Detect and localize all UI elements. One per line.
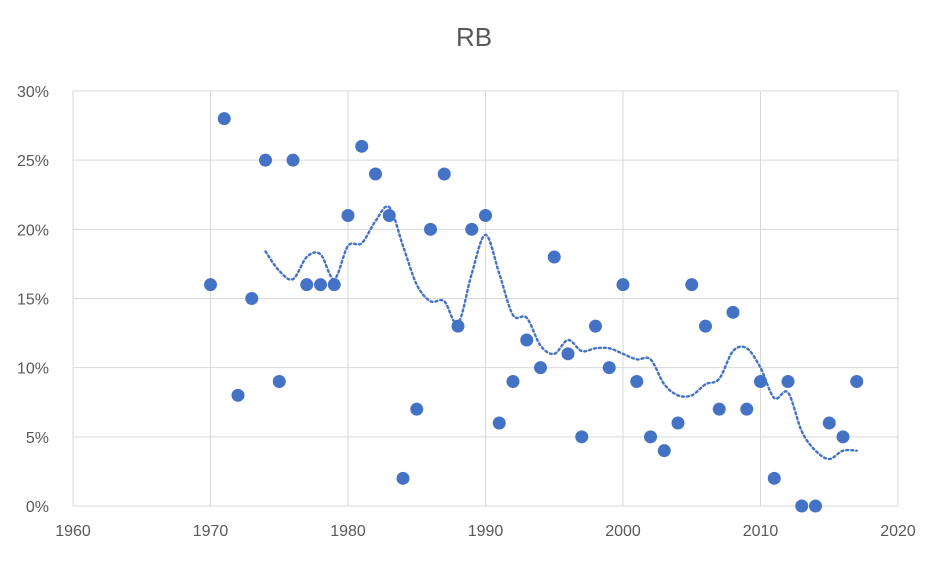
data-point — [217, 112, 231, 126]
x-axis-ticks: 1960 1970 1980 1990 2000 2010 2020 — [55, 523, 916, 540]
gridlines — [72, 90, 899, 507]
data-point — [657, 444, 671, 458]
data-point — [520, 333, 534, 347]
data-point — [836, 430, 850, 444]
y-tick-label: 30% — [17, 84, 49, 101]
data-point — [396, 471, 410, 485]
data-point — [699, 319, 712, 333]
data-point — [245, 292, 259, 305]
x-tick-label: 2000 — [605, 523, 641, 540]
data-point — [561, 347, 575, 361]
x-tick-label: 1990 — [468, 523, 504, 540]
chart-title: RB — [456, 22, 492, 52]
x-tick-label: 2020 — [880, 523, 916, 540]
data-point — [630, 375, 644, 388]
data-point — [754, 375, 767, 388]
data-point — [712, 402, 726, 416]
data-point — [369, 167, 382, 181]
data-point — [616, 278, 630, 292]
x-tick-label: 2010 — [743, 523, 779, 540]
data-point — [671, 416, 685, 430]
data-point — [767, 471, 781, 485]
data-point — [781, 375, 795, 388]
y-tick-label: 15% — [17, 292, 49, 309]
data-points — [204, 112, 864, 513]
data-point — [795, 499, 809, 513]
y-axis-ticks: 0% 5% 10% 15% 20% 25% 30% — [17, 84, 49, 516]
data-point — [272, 375, 286, 388]
data-point — [451, 319, 465, 333]
data-point — [424, 222, 437, 236]
data-point — [726, 305, 740, 319]
y-tick-label: 0% — [26, 499, 49, 516]
data-point — [341, 209, 355, 222]
data-point — [809, 499, 822, 513]
data-point — [465, 222, 479, 236]
data-point — [300, 278, 314, 292]
data-point — [575, 430, 589, 444]
data-point — [644, 430, 657, 444]
data-point — [479, 209, 492, 222]
data-point — [231, 388, 245, 402]
data-point — [850, 375, 864, 388]
data-point — [589, 319, 602, 333]
data-point — [410, 402, 424, 416]
data-point — [740, 402, 754, 416]
data-point — [547, 250, 561, 264]
data-point — [286, 153, 300, 167]
x-tick-label: 1980 — [330, 523, 366, 540]
data-point — [534, 361, 547, 375]
data-point — [259, 153, 272, 167]
data-point — [602, 361, 616, 375]
trendline-layer — [264, 205, 858, 461]
data-point — [685, 278, 699, 292]
moving-average-trendline — [264, 205, 858, 461]
data-point — [327, 278, 341, 292]
y-tick-label: 25% — [17, 153, 49, 170]
y-tick-label: 5% — [26, 430, 49, 447]
data-point — [492, 416, 506, 430]
data-point — [506, 375, 520, 388]
x-tick-label: 1970 — [193, 523, 229, 540]
y-tick-label: 20% — [17, 222, 49, 239]
data-point — [382, 209, 396, 222]
y-tick-label: 10% — [17, 361, 49, 378]
data-point — [437, 167, 451, 181]
data-point — [204, 278, 217, 292]
data-point — [314, 278, 327, 292]
x-tick-label: 1960 — [55, 523, 91, 540]
data-point — [355, 139, 369, 153]
data-point — [822, 416, 836, 430]
